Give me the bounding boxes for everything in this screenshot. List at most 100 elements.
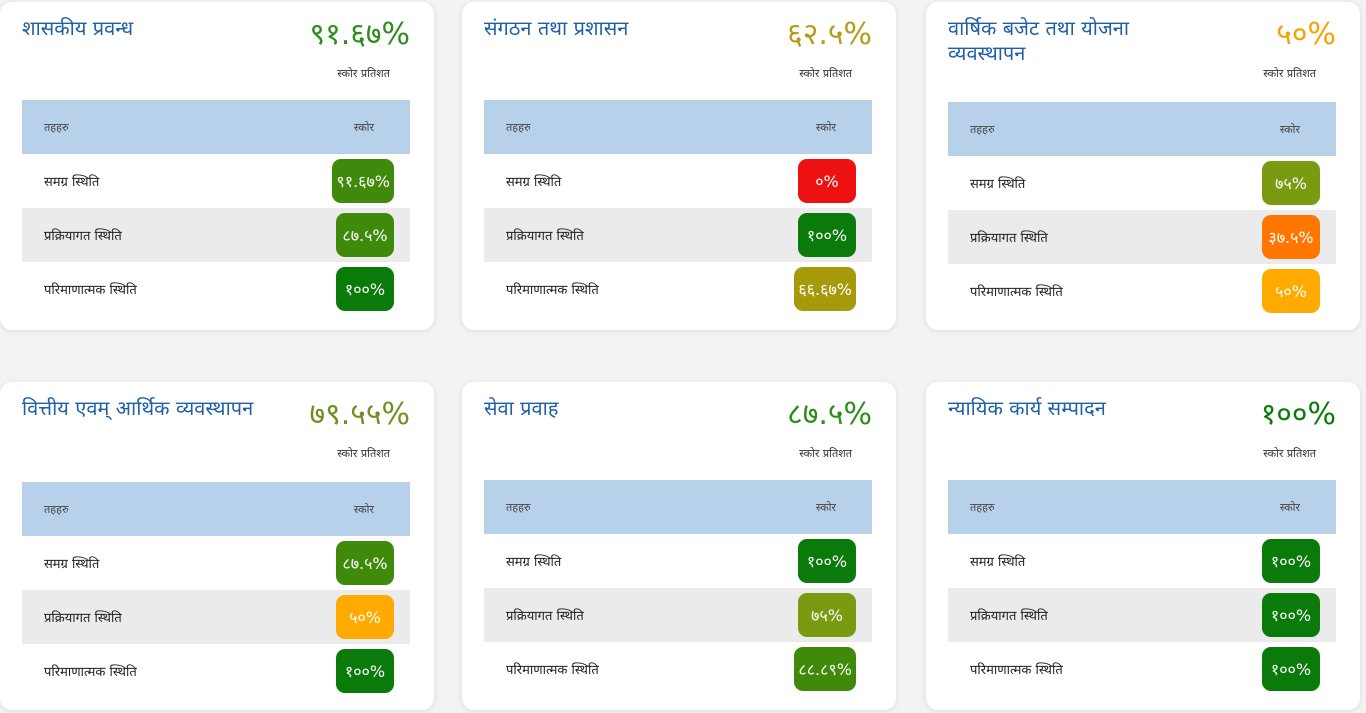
table-row: परिमाणात्मक स्थिति १००% [22,262,410,316]
score-badge: ५०% [336,595,394,639]
row-label: परिमाणात्मक स्थिति [44,283,137,298]
score-table: तहहरु स्कोर समग्र स्थिति ०% प्रक्रियागत … [484,100,872,316]
score-card: वित्तीय एवम् आर्थिक व्यवस्थापन ७९.५५% स्… [0,382,434,710]
score-badge: १००% [798,539,856,583]
column-header-score: स्कोर [1279,122,1300,136]
table-row: प्रक्रियागत स्थिति १००% [948,588,1336,642]
score-badge: ७५% [798,593,856,637]
card-score: १००% [1260,397,1336,432]
score-caption: स्कोर प्रतिशत [337,67,390,80]
row-label: प्रक्रियागत स्थिति [970,231,1048,246]
score-card: न्यायिक कार्य सम्पादन १००% स्कोर प्रतिशत… [926,382,1360,710]
row-label: परिमाणात्मक स्थिति [970,663,1063,678]
table-row: समग्र स्थिति ८७.५% [22,536,410,590]
row-label: प्रक्रियागत स्थिति [44,611,122,626]
row-label: समग्र स्थिति [970,555,1026,570]
score-caption: स्कोर प्रतिशत [1263,447,1316,460]
column-header-criteria: तहहरु [44,502,69,516]
column-header-criteria: तहहरु [506,120,531,134]
score-card: सेवा प्रवाह ८७.५% स्कोर प्रतिशत तहहरु स्… [462,382,896,710]
score-table: तहहरु स्कोर समग्र स्थिति १००% प्रक्रियाग… [484,480,872,696]
row-label: समग्र स्थिति [506,175,562,190]
table-row: परिमाणात्मक स्थिति १००% [22,644,410,698]
row-label: परिमाणात्मक स्थिति [44,665,137,680]
score-badge: १००% [1262,593,1320,637]
column-header-criteria: तहहरु [506,500,531,514]
card-score: ६२.५% [787,17,872,52]
score-badge: ९१.६७% [332,159,394,203]
table-header: तहहरु स्कोर [22,482,410,536]
table-row: समग्र स्थिति १००% [484,534,872,588]
column-header-criteria: तहहरु [970,122,995,136]
column-header-criteria: तहहरु [44,120,69,134]
score-badge: ६६.६७% [794,267,856,311]
card-title: वित्तीय एवम् आर्थिक व्यवस्थापन [22,396,254,420]
score-caption: स्कोर प्रतिशत [1263,67,1316,80]
table-header: तहहरु स्कोर [948,480,1336,534]
score-badge: १००% [336,649,394,693]
row-label: परिमाणात्मक स्थिति [506,663,599,678]
score-caption: स्कोर प्रतिशत [337,447,390,460]
column-header-score: स्कोर [1279,500,1300,514]
table-row: प्रक्रियागत स्थिति १००% [484,208,872,262]
card-title: वार्षिक बजेट तथा योजना व्यवस्थापन [948,16,1130,65]
card-title: संगठन तथा प्रशासन [484,16,629,40]
column-header-score: स्कोर [353,502,374,516]
card-score: ९१.६७% [309,17,410,52]
table-header: तहहरु स्कोर [22,100,410,154]
row-label: प्रक्रियागत स्थिति [44,229,122,244]
score-caption: स्कोर प्रतिशत [799,67,852,80]
score-badge: ८७.५% [336,541,394,585]
table-row: समग्र स्थिति १००% [948,534,1336,588]
table-row: परिमाणात्मक स्थिति ६६.६७% [484,262,872,316]
score-table: तहहरु स्कोर समग्र स्थिति ८७.५% प्रक्रिया… [22,482,410,698]
table-row: प्रक्रियागत स्थिति ३७.५% [948,210,1336,264]
score-badge: १००% [798,213,856,257]
score-badge: ८८.८९% [794,647,856,691]
table-row: परिमाणात्मक स्थिति १००% [948,642,1336,696]
score-badge: १००% [1262,539,1320,583]
table-row: प्रक्रियागत स्थिति ७५% [484,588,872,642]
table-row: प्रक्रियागत स्थिति ५०% [22,590,410,644]
score-badge: ३७.५% [1262,215,1320,259]
column-header-score: स्कोर [815,120,836,134]
row-label: प्रक्रियागत स्थिति [506,229,584,244]
score-badge: ७५% [1262,161,1320,205]
card-title: सेवा प्रवाह [484,396,559,420]
card-title: न्यायिक कार्य सम्पादन [948,396,1106,420]
row-label: प्रक्रियागत स्थिति [970,609,1048,624]
row-label: परिमाणात्मक स्थिति [970,285,1063,300]
score-table: तहहरु स्कोर समग्र स्थिति ९१.६७% प्रक्रिय… [22,100,410,316]
table-row: समग्र स्थिति ७५% [948,156,1336,210]
score-badge: ८७.५% [336,213,394,257]
table-row: परिमाणात्मक स्थिति ५०% [948,264,1336,318]
score-card: शासकीय प्रवन्ध ९१.६७% स्कोर प्रतिशत तहहर… [0,2,434,330]
table-row: समग्र स्थिति ९१.६७% [22,154,410,208]
card-score: ७९.५५% [309,397,410,432]
row-label: समग्र स्थिति [44,175,100,190]
score-badge: ५०% [1262,269,1320,313]
table-row: समग्र स्थिति ०% [484,154,872,208]
card-title: शासकीय प्रवन्ध [22,16,134,40]
score-badge: १००% [336,267,394,311]
score-table: तहहरु स्कोर समग्र स्थिति ७५% प्रक्रियागत… [948,102,1336,318]
row-label: समग्र स्थिति [44,557,100,572]
row-label: परिमाणात्मक स्थिति [506,283,599,298]
row-label: समग्र स्थिति [506,555,562,570]
card-score: ८७.५% [787,397,872,432]
table-header: तहहरु स्कोर [948,102,1336,156]
column-header-criteria: तहहरु [970,500,995,514]
score-table: तहहरु स्कोर समग्र स्थिति १००% प्रक्रियाग… [948,480,1336,696]
column-header-score: स्कोर [815,500,836,514]
score-caption: स्कोर प्रतिशत [799,447,852,460]
score-card: वार्षिक बजेट तथा योजना व्यवस्थापन ५०% स्… [926,2,1360,330]
column-header-score: स्कोर [353,120,374,134]
row-label: प्रक्रियागत स्थिति [506,609,584,624]
table-row: परिमाणात्मक स्थिति ८८.८९% [484,642,872,696]
card-score: ५०% [1276,17,1336,52]
score-badge: ०% [798,159,856,203]
row-label: समग्र स्थिति [970,177,1026,192]
score-badge: १००% [1262,647,1320,691]
table-header: तहहरु स्कोर [484,100,872,154]
